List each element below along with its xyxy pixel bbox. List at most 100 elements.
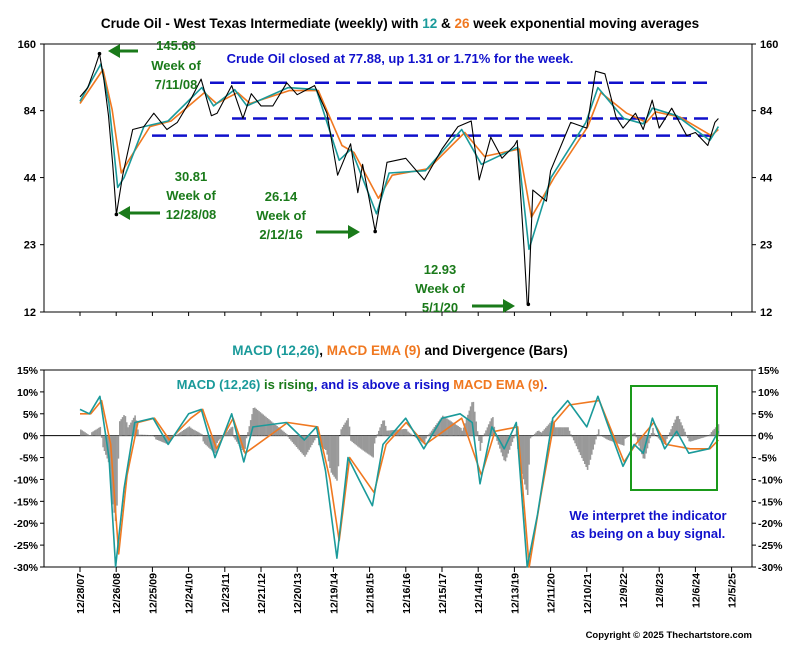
divergence-bar	[184, 429, 186, 436]
divergence-bar	[355, 435, 358, 446]
divergence-bar	[636, 435, 639, 442]
divergence-bar	[574, 435, 576, 444]
divergence-bar	[609, 435, 611, 441]
divergence-bar	[156, 435, 159, 440]
divergence-bar	[206, 435, 209, 447]
xtick-label: 12/8/23	[654, 573, 666, 608]
divergence-bar	[316, 435, 319, 438]
divergence-bar	[443, 416, 445, 436]
macd-ytick-label-left: -30%	[13, 562, 38, 574]
divergence-bar	[599, 435, 601, 436]
divergence-bar	[400, 429, 402, 436]
divergence-bar	[652, 427, 654, 436]
divergence-bar	[717, 424, 720, 436]
divergence-bar	[181, 430, 184, 436]
divergence-bar	[624, 435, 626, 439]
divergence-bar	[673, 422, 675, 436]
divergence-bar	[92, 431, 95, 436]
divergence-bar	[710, 432, 713, 436]
divergence-bar	[389, 430, 391, 436]
divergence-bar	[375, 435, 377, 438]
xtick-label: 12/23/11	[220, 573, 232, 613]
annotation-2020-line3: 5/1/20	[422, 300, 458, 315]
macd-note: MACD (12,26) is rising, and is above a r…	[177, 377, 548, 392]
divergence-bar	[124, 416, 127, 436]
divergence-bar	[198, 432, 200, 436]
divergence-bar	[482, 435, 484, 437]
divergence-bar	[405, 429, 408, 436]
xtick-label: 12/25/09	[147, 573, 159, 614]
xtick-label: 12/10/21	[582, 573, 594, 614]
divergence-bar	[227, 430, 230, 436]
divergence-bar	[592, 435, 594, 450]
divergence-bar	[596, 434, 599, 436]
divergence-bar	[472, 401, 475, 436]
divergence-bar	[279, 428, 281, 436]
annotation-2020-line2: Week of	[415, 281, 465, 296]
divergence-bar	[230, 427, 232, 436]
divergence-bar	[290, 435, 292, 441]
divergence-bar	[543, 429, 546, 436]
macd-ytick-label-right: -5%	[758, 453, 777, 465]
divergence-bar	[568, 430, 571, 436]
divergence-bar	[199, 433, 202, 436]
divergence-bar	[691, 435, 693, 442]
divergence-bar	[632, 433, 635, 436]
divergence-bar	[485, 430, 487, 436]
divergence-bar	[80, 429, 82, 436]
divergence-bar	[664, 435, 667, 445]
divergence-bar	[176, 434, 178, 436]
macd-ytick-label-left: -10%	[13, 474, 38, 486]
divergence-bar	[610, 435, 613, 442]
divergence-bar	[244, 435, 246, 449]
divergence-bar	[668, 432, 671, 436]
divergence-bar	[343, 424, 345, 436]
macd-ytick-label-right: 5%	[758, 409, 774, 421]
arrow-2020	[472, 299, 515, 313]
divergence-bar	[430, 430, 433, 436]
series-layer	[79, 51, 720, 568]
divergence-bar	[394, 429, 397, 436]
divergence-bar	[486, 427, 489, 436]
divergence-bar	[238, 435, 241, 446]
divergence-bar	[341, 427, 344, 436]
divergence-bar	[190, 427, 192, 436]
divergence-bar	[302, 435, 305, 456]
divergence-bar	[680, 422, 682, 436]
divergence-bar	[315, 435, 317, 438]
divergence-bar	[311, 435, 313, 445]
divergence-bar	[95, 429, 97, 436]
divergence-bar	[376, 434, 379, 436]
xtick-label: 12/11/20	[546, 573, 558, 613]
divergence-bar	[116, 435, 118, 506]
divergence-bar	[689, 435, 692, 442]
macd-note-ema: MACD EMA (9)	[453, 377, 544, 392]
divergence-bar	[387, 430, 390, 436]
divergence-bar	[265, 416, 267, 436]
highlight-box	[630, 385, 718, 491]
arrow-peak	[108, 44, 138, 58]
title-fast: 12	[422, 16, 437, 31]
divergence-bar	[451, 422, 454, 436]
divergence-bar	[203, 435, 206, 444]
divergence-bar	[545, 427, 547, 436]
annotation-2008-line2: Week of	[166, 188, 216, 203]
divergence-bar	[694, 435, 696, 441]
divergence-bar	[712, 430, 714, 436]
divergence-bar	[455, 425, 458, 436]
divergence-bar	[188, 426, 191, 436]
divergence-bar	[649, 435, 652, 439]
divergence-bar	[483, 433, 486, 436]
macd-title-rest: and Divergence (Bars)	[421, 343, 568, 358]
ema26-line	[79, 68, 719, 218]
divergence-bar	[522, 435, 525, 480]
macd-ytick-label-right: -30%	[758, 562, 783, 574]
divergence-bar	[159, 435, 161, 442]
price-annotated-point	[97, 51, 102, 56]
divergence-bar	[428, 434, 430, 436]
divergence-bar	[670, 429, 672, 436]
macd-panel	[43, 369, 753, 568]
price-annotated-point	[526, 302, 531, 307]
divergence-bar	[618, 435, 621, 445]
divergence-bar	[687, 435, 689, 439]
